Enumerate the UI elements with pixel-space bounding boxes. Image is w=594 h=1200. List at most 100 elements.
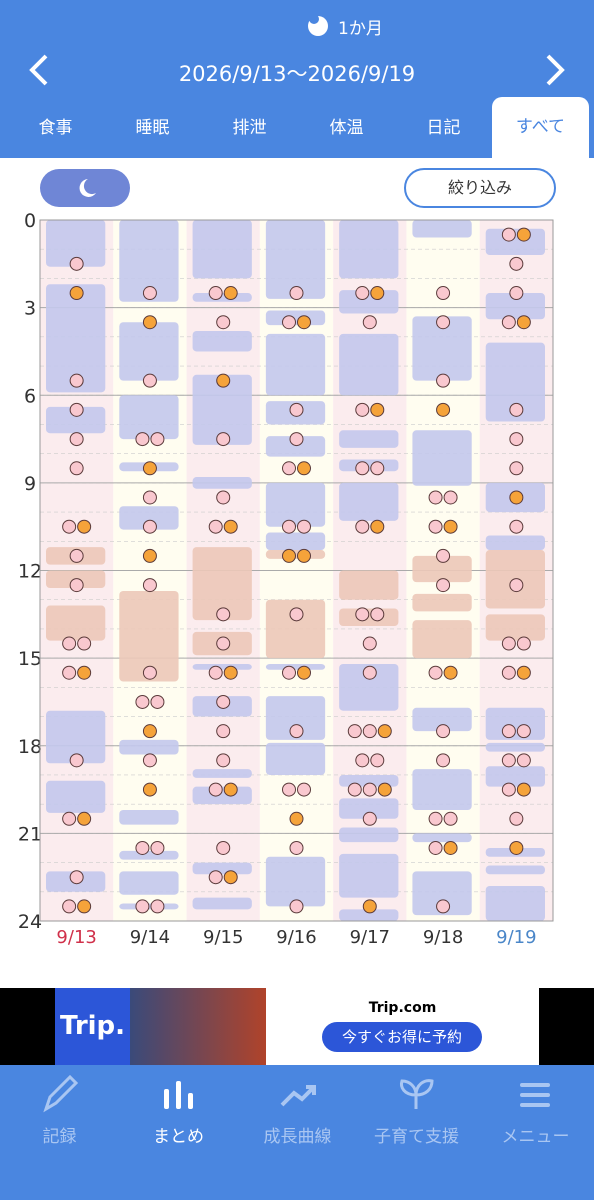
feed-dot	[223, 519, 238, 534]
tab[interactable]: 日記	[426, 118, 461, 138]
feed-dot	[142, 578, 157, 593]
feed-dot	[62, 811, 77, 826]
feed-dot	[501, 315, 516, 330]
ad-image	[130, 988, 266, 1065]
sleep-block	[192, 330, 252, 352]
sleep-block	[265, 333, 326, 396]
feed-dot	[516, 782, 531, 797]
y-tick-label: 12	[18, 561, 42, 583]
feed-dot	[69, 461, 84, 476]
x-tick-label: 9/14	[130, 927, 170, 948]
sleep-block	[412, 555, 472, 583]
feed-dot	[297, 548, 311, 563]
feed-dot	[69, 753, 84, 768]
sleep-block	[485, 614, 545, 641]
feed-dot	[77, 899, 92, 914]
sleep-block	[339, 570, 399, 600]
feed-dot	[282, 665, 296, 680]
feed-dot	[297, 782, 311, 797]
feed-dot	[62, 636, 77, 651]
feed-dot	[362, 665, 377, 680]
tab[interactable]: すべて	[492, 97, 589, 158]
feed-dot	[509, 461, 524, 476]
range-tab[interactable]: 1か月	[338, 19, 383, 39]
feed-dot	[208, 286, 223, 301]
feed-dot	[516, 665, 531, 680]
feed-dot	[362, 724, 377, 739]
night-toggle[interactable]	[40, 169, 130, 207]
sleep-block	[339, 482, 399, 521]
sleep-block	[192, 897, 252, 910]
sleep-block	[119, 871, 179, 895]
tab[interactable]: 体温	[329, 118, 364, 138]
y-tick-label: 18	[18, 736, 42, 758]
feed-dot	[436, 578, 451, 593]
feed-dot	[142, 490, 157, 505]
sleep-block	[192, 477, 252, 489]
sleep-block	[46, 406, 106, 434]
feed-dot	[443, 490, 458, 505]
sleep-block	[265, 742, 326, 775]
feed-dot	[509, 519, 524, 534]
feed-dot	[77, 665, 92, 680]
feed-dot	[509, 256, 524, 271]
feed-dot	[436, 373, 451, 388]
ad-cta[interactable]: 今すぐお得に予約	[322, 1022, 482, 1052]
sleep-block	[412, 620, 472, 659]
sleep-block	[339, 220, 399, 279]
feed-dot	[142, 373, 157, 388]
feed-dot	[223, 870, 238, 885]
feed-dot	[150, 694, 165, 709]
feed-dot	[135, 840, 150, 855]
nav-item[interactable]: メニュー	[501, 1127, 570, 1147]
feed-dot	[443, 665, 458, 680]
tab[interactable]: 排泄	[232, 118, 267, 138]
sleep-block	[485, 535, 545, 551]
nav-item[interactable]: 記録	[42, 1127, 77, 1147]
feed-dot	[282, 315, 296, 330]
sleep-block	[265, 532, 326, 551]
sleep-block	[192, 769, 252, 778]
tab[interactable]: 睡眠	[135, 118, 170, 138]
feed-dot	[516, 636, 531, 651]
tab[interactable]: 食事	[38, 118, 73, 138]
y-tick-label: 0	[24, 210, 36, 232]
feed-dot	[216, 432, 231, 447]
sleep-block	[485, 742, 545, 752]
sleep-block	[339, 608, 399, 626]
prev-button[interactable]	[24, 52, 54, 88]
feed-dot	[216, 315, 231, 330]
nav-item[interactable]: 子育て支援	[374, 1127, 459, 1147]
next-button[interactable]	[540, 52, 570, 88]
y-tick-label: 24	[18, 911, 42, 933]
feed-dot	[436, 899, 451, 914]
feed-dot	[428, 490, 443, 505]
feed-dot	[443, 811, 458, 826]
feed-dot	[370, 402, 385, 417]
feed-dot	[370, 461, 385, 476]
sleep-block	[339, 827, 399, 843]
feed-dot	[516, 315, 531, 330]
sleep-block	[265, 663, 326, 670]
feed-dot	[69, 256, 84, 271]
feed-dot	[355, 519, 370, 534]
feed-dot	[142, 782, 157, 797]
nav-item[interactable]: 成長曲線	[263, 1127, 332, 1147]
x-tick-label: 9/18	[423, 927, 463, 948]
feed-dot	[150, 432, 165, 447]
feed-dot	[377, 724, 392, 739]
feed-dot	[223, 286, 238, 301]
sleep-block	[119, 850, 179, 860]
feed-dot	[289, 607, 304, 622]
feed-dot	[223, 782, 238, 797]
feed-dot	[77, 811, 92, 826]
ad-banner[interactable]: Trip. Trip.com 今すぐお得に予約	[0, 988, 594, 1065]
filter-button[interactable]: 絞り込み	[404, 168, 556, 208]
feed-dot	[216, 724, 231, 739]
feed-dot	[282, 519, 296, 534]
y-tick-label: 6	[24, 385, 36, 407]
feed-dot	[150, 899, 165, 914]
sleep-block	[46, 284, 106, 393]
nav-item[interactable]: まとめ	[153, 1127, 204, 1147]
feed-dot	[355, 607, 370, 622]
